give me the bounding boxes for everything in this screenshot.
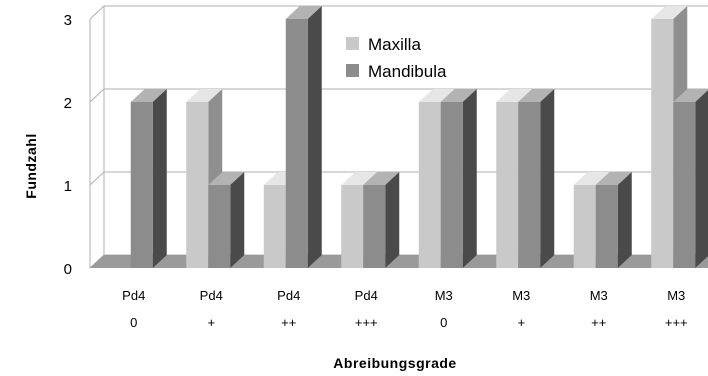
bar-front-face [263, 185, 286, 268]
bar-top-face [285, 6, 322, 19]
x-tick-label-grade: ++ [281, 315, 296, 330]
x-axis-ticks: Pd4 0 Pd4 + Pd4 ++ Pd4 +++ M3 0 M3 + M3 ++ M3 +++ [122, 288, 687, 330]
bar-top-face [130, 89, 167, 102]
bar-top-face [363, 172, 400, 185]
x-tick-label-tooth: Pd4 [355, 288, 378, 303]
bar-front-face [651, 19, 674, 268]
x-axis-title: Abreibungsgrade [333, 355, 456, 371]
bar-top-face [418, 89, 455, 102]
y-tick-label: 0 [64, 261, 72, 278]
y-axis-title: Fundzahl [23, 133, 39, 198]
bar-mandibula [130, 89, 167, 268]
bar-side-face [462, 89, 477, 268]
bar-top-face [440, 89, 477, 102]
bar-top-face [673, 89, 708, 102]
x-tick-label-tooth: M3 [667, 288, 685, 303]
bar-top-face [341, 172, 378, 185]
bar-front-face [673, 102, 696, 268]
bar-mandibula [595, 172, 632, 268]
legend-label-mandibula: Mandibula [368, 62, 447, 81]
bar-front-face [518, 102, 541, 268]
bar-front-face [130, 102, 153, 268]
bar-top-face [208, 172, 245, 185]
bar-top-face [595, 172, 632, 185]
bar-side-face [695, 90, 708, 268]
legend-swatch-maxilla [346, 37, 359, 50]
bar-side-face [385, 172, 400, 268]
bar-mandibula [285, 6, 322, 268]
x-tick-label-tooth: Pd4 [200, 288, 223, 303]
legend-label-maxilla: Maxilla [368, 35, 421, 54]
bar-mandibula [673, 89, 708, 268]
y-tick-label: 3 [64, 12, 72, 29]
bar-mandibula [518, 89, 555, 268]
x-tick-label-grade: + [207, 315, 215, 330]
gridline [89, 5, 708, 20]
x-tick-label-grade: +++ [665, 315, 688, 330]
bar-side-face [540, 89, 555, 268]
x-tick-label-tooth: M3 [435, 288, 453, 303]
x-tick-label-grade: 0 [440, 315, 447, 330]
x-tick-label-grade: ++ [591, 315, 606, 330]
bar-mandibula [440, 89, 477, 268]
bar-side-face [230, 172, 245, 268]
bar-front-face [496, 102, 519, 268]
gridline [89, 88, 708, 103]
bar-mandibula [208, 172, 245, 268]
x-tick-label-tooth: M3 [512, 288, 530, 303]
bar-mandibula [363, 172, 400, 268]
x-tick-label-grade: +++ [355, 315, 378, 330]
bar-front-face [186, 102, 209, 268]
bar-top-face [518, 89, 555, 102]
bar-front-face [341, 185, 364, 268]
bar-top-face [573, 172, 610, 185]
y-axis-ticks: 0 1 2 3 [64, 12, 72, 278]
x-tick-label-grade: 0 [130, 315, 137, 330]
bar-side-face [307, 6, 322, 268]
bar-front-face [208, 185, 231, 268]
legend-swatch-mandibula [346, 64, 359, 77]
bar-top-face [186, 89, 223, 102]
bar-front-face [418, 102, 441, 268]
legend: Maxilla Mandibula [346, 35, 447, 81]
y-tick-label: 2 [64, 95, 72, 112]
chart-floor [90, 255, 708, 268]
bar-top-face [651, 6, 688, 19]
floor-plane [90, 255, 708, 268]
bar-front-face [573, 185, 596, 268]
bar-side-face [152, 89, 167, 268]
bars [130, 6, 708, 268]
bar-front-face [440, 102, 463, 268]
x-tick-label-tooth: M3 [590, 288, 608, 303]
bar-front-face [595, 185, 618, 268]
bar-top-face [496, 89, 533, 102]
bar-front-face [363, 185, 386, 268]
x-tick-label-tooth: Pd4 [277, 288, 300, 303]
y-tick-label: 1 [64, 178, 72, 195]
bar-side-face [617, 172, 632, 268]
x-tick-label-grade: + [517, 315, 525, 330]
bar-front-face [285, 19, 308, 268]
x-tick-label-tooth: Pd4 [122, 288, 145, 303]
